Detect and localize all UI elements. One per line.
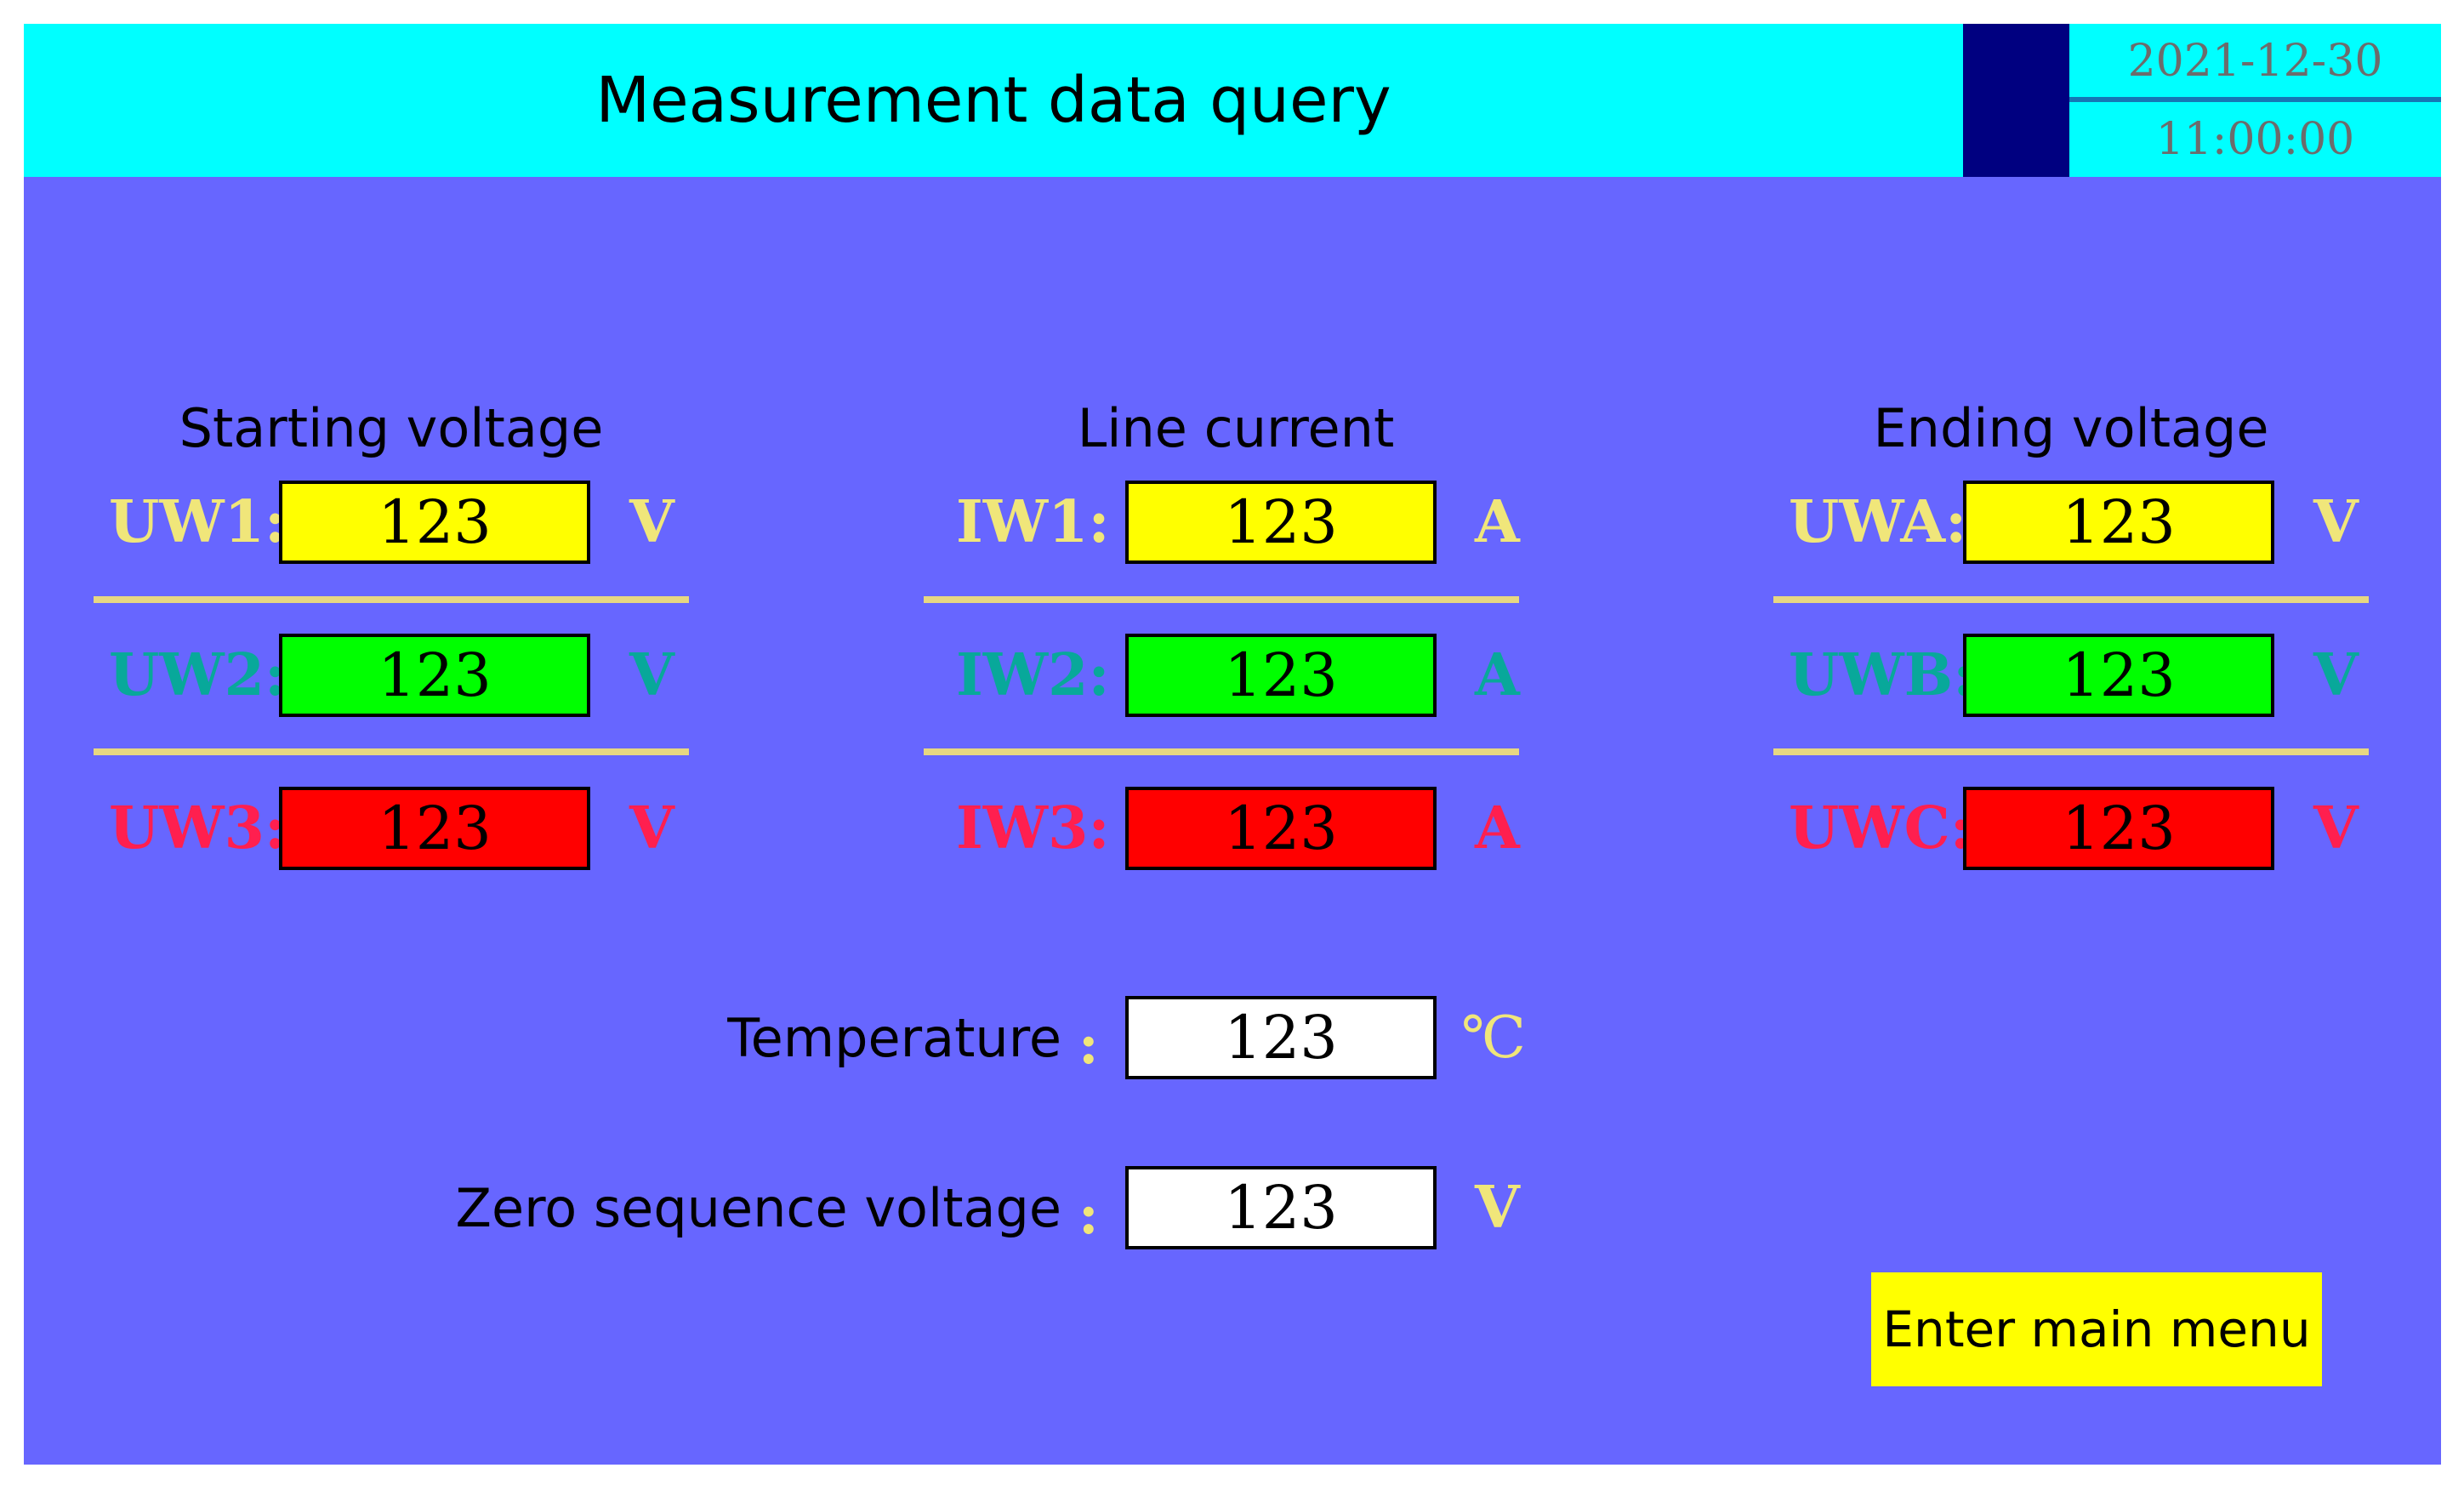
uwc-label: UWC:	[1789, 794, 1972, 862]
zero-sequence-separator: :	[1078, 1182, 1099, 1247]
page-title: Measurement data query	[595, 64, 1391, 137]
uwc-value: 123	[1963, 787, 2274, 870]
zero-sequence-value: 123	[1125, 1166, 1437, 1249]
temperature-label: Temperature	[727, 1006, 1061, 1069]
enter-main-menu-button[interactable]: Enter main menu	[1871, 1272, 2322, 1386]
uw2-label: UW2:	[109, 641, 287, 709]
temperature-unit: ℃	[1461, 1004, 1527, 1072]
uw1-label: UW1:	[109, 488, 287, 556]
zero-sequence-unit: V	[1475, 1174, 1520, 1242]
divider	[924, 596, 1519, 603]
uwb-unit: V	[2313, 641, 2359, 709]
uwa-value: 123	[1963, 481, 2274, 564]
uw3-value: 123	[279, 787, 590, 870]
iw2-unit: A	[1475, 641, 1520, 709]
temperature-separator: :	[1078, 1012, 1099, 1077]
divider	[94, 596, 689, 603]
iw1-value: 123	[1125, 481, 1437, 564]
time-display: 11:00:00	[2155, 114, 2355, 165]
uwa-label: UWA:	[1789, 488, 1967, 556]
uw2-unit: V	[629, 641, 674, 709]
date-display: 2021-12-30	[2127, 36, 2383, 87]
uw3-unit: V	[629, 794, 674, 862]
iw1-unit: A	[1475, 488, 1520, 556]
iw1-label: IW1:	[956, 488, 1110, 556]
uw3-label: UW3:	[109, 794, 287, 862]
uwc-unit: V	[2313, 794, 2359, 862]
iw2-label: IW2:	[956, 641, 1110, 709]
clock-divider	[2069, 97, 2441, 102]
line-current-title: Line current	[1077, 396, 1395, 459]
uwb-label: UWB:	[1789, 641, 1975, 709]
iw3-value: 123	[1125, 787, 1437, 870]
uwa-unit: V	[2313, 488, 2359, 556]
temperature-value: 123	[1125, 996, 1437, 1079]
header-dark-block	[1963, 24, 2069, 177]
divider	[1773, 748, 2369, 755]
divider	[924, 748, 1519, 755]
iw3-label: IW3:	[956, 794, 1110, 862]
uwb-value: 123	[1963, 634, 2274, 717]
ending-voltage-title: Ending voltage	[1873, 396, 2269, 459]
header-bar: Measurement data query 2021-12-30 11:00:…	[24, 24, 2441, 177]
uw1-unit: V	[629, 488, 674, 556]
iw2-value: 123	[1125, 634, 1437, 717]
zero-sequence-label: Zero sequence voltage	[455, 1176, 1061, 1239]
uw1-value: 123	[279, 481, 590, 564]
divider	[1773, 596, 2369, 603]
uw2-value: 123	[279, 634, 590, 717]
divider	[94, 748, 689, 755]
hmi-screen: Measurement data query 2021-12-30 11:00:…	[24, 24, 2441, 1465]
iw3-unit: A	[1475, 794, 1520, 862]
starting-voltage-title: Starting voltage	[179, 396, 604, 459]
